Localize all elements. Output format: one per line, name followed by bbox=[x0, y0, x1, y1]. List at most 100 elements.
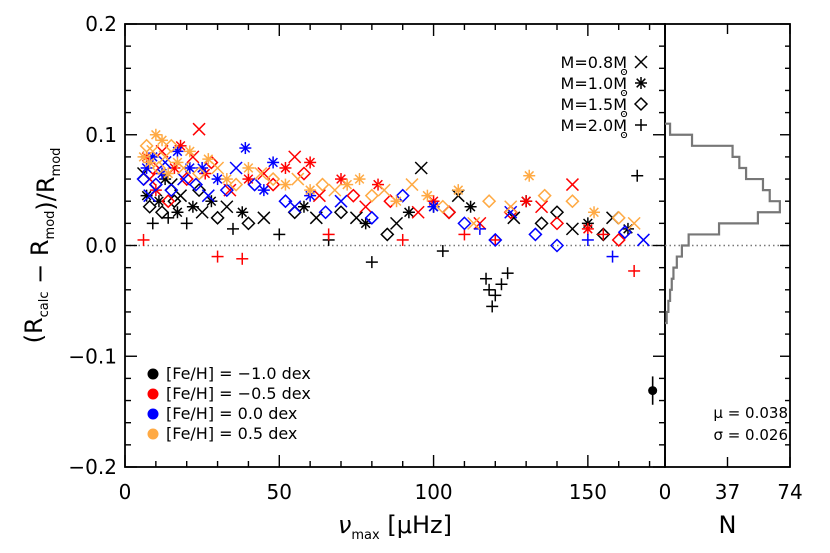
data-point-diamond bbox=[549, 238, 565, 253]
sun-symbol-icon bbox=[620, 110, 628, 118]
data-point-plus bbox=[180, 217, 193, 230]
data-point-x bbox=[192, 122, 206, 136]
mass-legend-label: M=1.5M bbox=[561, 95, 627, 114]
data-point-diamond bbox=[482, 194, 497, 209]
data-point-x bbox=[177, 172, 191, 186]
x-tick-label: 50 bbox=[267, 480, 292, 504]
x-axis-label: νmax [μHz] bbox=[338, 511, 452, 543]
data-point-x bbox=[565, 178, 579, 192]
data-point-asterisk bbox=[220, 173, 233, 186]
data-point-diamond bbox=[188, 177, 204, 192]
data-point-x bbox=[414, 161, 428, 175]
data-point-diamond bbox=[191, 166, 207, 181]
data-point-diamond bbox=[488, 232, 503, 248]
data-point-x bbox=[411, 205, 425, 219]
sun-symbol-icon bbox=[620, 89, 628, 97]
x-tick-label: 150 bbox=[569, 480, 607, 504]
data-point-x bbox=[143, 189, 157, 203]
sun-symbol-dot bbox=[623, 71, 625, 73]
data-point-diamond bbox=[549, 216, 565, 231]
data-point-asterisk bbox=[202, 153, 215, 166]
data-point-diamond bbox=[191, 183, 207, 198]
data-point-diamond bbox=[395, 188, 410, 203]
data-point-x bbox=[158, 150, 172, 164]
histogram-steps bbox=[665, 122, 781, 325]
data-point-diamond bbox=[167, 194, 182, 209]
data-point-diamond bbox=[296, 166, 312, 181]
data-point-asterisk bbox=[297, 200, 310, 213]
data-point-plus bbox=[489, 233, 502, 246]
metallicity-legend-label: [Fe/H] = 0.0 dex bbox=[166, 404, 297, 423]
data-point-x bbox=[312, 189, 326, 203]
data-point-diamond bbox=[534, 216, 549, 231]
data-point-diamond bbox=[364, 210, 379, 225]
data-point-plus bbox=[458, 228, 471, 241]
data-point-asterisk bbox=[390, 195, 403, 208]
data-point-x bbox=[291, 172, 305, 186]
y-tick-label: 0.0 bbox=[85, 234, 117, 258]
data-point-plus bbox=[396, 233, 409, 246]
data-point-plus bbox=[495, 278, 508, 291]
data-point-diamond bbox=[241, 216, 256, 231]
data-point-plus bbox=[137, 233, 150, 246]
metallicity-legend-dot bbox=[147, 368, 159, 380]
data-point-x bbox=[636, 233, 650, 247]
data-point-diamond bbox=[179, 171, 194, 187]
data-point-asterisk bbox=[353, 173, 366, 186]
data-point-asterisk bbox=[402, 206, 415, 219]
hist-x-tick-label: 37 bbox=[715, 480, 740, 504]
data-point-diamond bbox=[266, 171, 281, 187]
data-point-asterisk bbox=[279, 161, 292, 174]
data-point-diamond bbox=[136, 171, 151, 187]
data-point-asterisk bbox=[205, 195, 218, 208]
data-point-asterisk bbox=[171, 206, 184, 219]
data-point-x bbox=[223, 183, 237, 197]
data-point-asterisk bbox=[581, 222, 594, 235]
data-point-asterisk bbox=[162, 167, 175, 180]
data-point-plus bbox=[146, 217, 159, 230]
data-point-x bbox=[158, 155, 172, 169]
data-point-x bbox=[467, 216, 481, 230]
data-point-diamond bbox=[161, 194, 176, 209]
data-point-plus bbox=[628, 264, 641, 277]
data-point-plus bbox=[227, 222, 239, 235]
data-point-asterisk bbox=[236, 206, 249, 219]
data-point-asterisk bbox=[183, 145, 196, 158]
data-point-diamond bbox=[346, 188, 361, 203]
data-point-x bbox=[146, 144, 160, 158]
data-point-asterisk bbox=[304, 156, 317, 169]
data-point-plus bbox=[236, 252, 249, 265]
data-point-x bbox=[359, 200, 373, 214]
data-point-x bbox=[328, 183, 342, 197]
x-tick-label: 100 bbox=[414, 480, 452, 504]
data-point-asterisk bbox=[523, 169, 536, 182]
scatter-panel: −0.2 −0.1 0.0 0.1 0.2 0 50 100 150 νmax [μHz] (Rca… bbox=[20, 12, 666, 543]
mass-legend-label: M=0.8M bbox=[561, 53, 627, 72]
data-point-diamond bbox=[148, 177, 163, 192]
data-point-x bbox=[504, 200, 518, 214]
data-point-plus bbox=[501, 267, 514, 280]
data-point-x bbox=[504, 205, 518, 219]
data-point-asterisk bbox=[359, 217, 372, 230]
y-tick-label: −0.2 bbox=[68, 455, 117, 479]
data-point-diamond bbox=[333, 205, 349, 220]
metallicity-legend-label: [Fe/H] = −0.5 dex bbox=[166, 384, 311, 403]
metallicity-legend-dot bbox=[147, 388, 159, 400]
data-point-diamond bbox=[611, 232, 626, 248]
data-point-asterisk bbox=[171, 145, 184, 158]
data-point-diamond bbox=[278, 194, 293, 209]
y-tick-label: 0.1 bbox=[85, 123, 117, 147]
data-point-diamond bbox=[315, 177, 330, 192]
mass-legend-label: M=2.0M bbox=[561, 116, 627, 135]
data-point-x bbox=[177, 161, 191, 175]
data-point-x bbox=[377, 183, 391, 197]
data-point-plus bbox=[483, 283, 496, 296]
data-point-diamond bbox=[154, 205, 170, 220]
metallicity-legend-dot bbox=[147, 428, 159, 440]
data-point-asterisk bbox=[588, 206, 601, 219]
data-point-x bbox=[288, 150, 302, 164]
hist-x-tick-label: 74 bbox=[777, 480, 802, 504]
data-point-asterisk bbox=[183, 161, 196, 174]
data-point-x bbox=[195, 205, 209, 219]
data-point-diamond bbox=[229, 177, 244, 192]
